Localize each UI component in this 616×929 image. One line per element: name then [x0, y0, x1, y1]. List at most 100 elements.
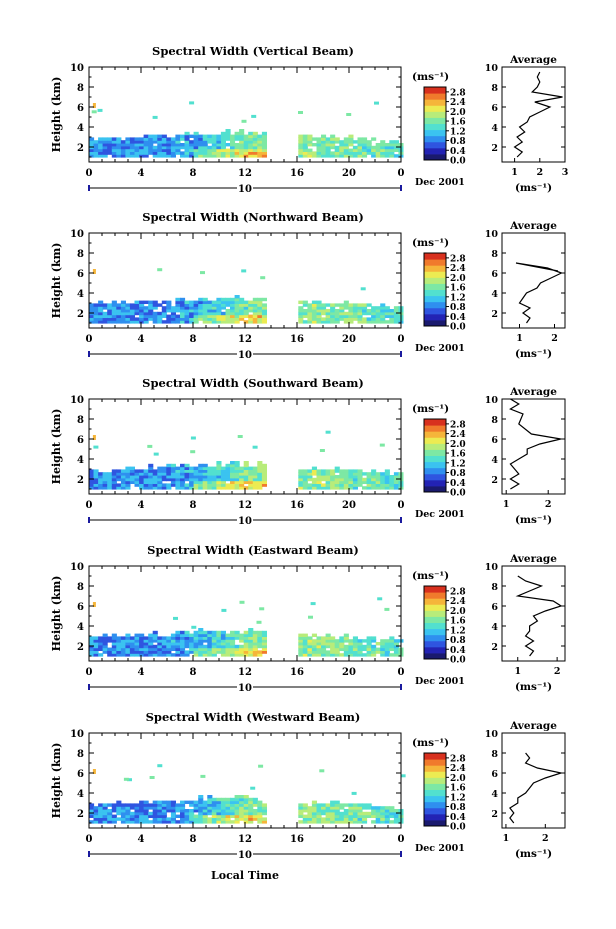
heatmap-cell [111, 642, 117, 646]
heatmap-cell [143, 145, 149, 150]
heatmap-cell [211, 811, 217, 816]
colorbar-segment [424, 598, 446, 602]
heatmap-cell [252, 636, 258, 640]
heatmap-cell [211, 145, 217, 150]
heatmap-cell [216, 317, 222, 321]
panel-title: Spectral Width (Southward Beam) [142, 376, 364, 390]
x-tick-label: 12 [238, 500, 252, 511]
heatmap-cell [202, 639, 208, 643]
heatmap-cell [180, 480, 186, 484]
x-tick-label: 4 [138, 834, 145, 845]
heatmap-cell [189, 154, 195, 158]
heatmap-cell [261, 633, 267, 637]
colorbar-segment [424, 443, 446, 447]
heatmap-cell [139, 800, 145, 804]
heatmap-cell [198, 486, 204, 490]
colorbar-segment [424, 105, 446, 109]
heatmap-cell [252, 317, 258, 321]
heatmap-cell [389, 314, 395, 318]
heatmap-cell [330, 472, 336, 476]
heatmap-cell [102, 140, 108, 144]
heatmap-cell [389, 647, 395, 651]
heatmap-cell [243, 642, 249, 646]
x-tick-label: 16 [290, 334, 304, 345]
colorbar-segment [424, 141, 446, 146]
heatmap-cell [202, 653, 208, 657]
heatmap-cell [239, 317, 245, 321]
heatmap-cell [166, 475, 172, 479]
colorbar-tick-label: 2.8 [450, 587, 466, 597]
heatmap-cell [261, 314, 267, 318]
heatmap-cell [220, 477, 226, 482]
heatmap-cell [330, 800, 336, 804]
heatmap-cell [139, 137, 145, 141]
heatmap-cell [166, 809, 172, 813]
colorbar-segment [424, 262, 446, 266]
heatmap-cell [189, 143, 195, 147]
heatmap-cell [375, 486, 381, 490]
heatmap-cell [252, 151, 258, 155]
heatmap-cell [307, 636, 313, 640]
heatmap-cell [134, 817, 140, 821]
heatmap-cell [170, 148, 176, 152]
heatmap-cell [180, 297, 186, 302]
heatmap-cell [261, 154, 267, 158]
heatmap-cell [170, 653, 176, 657]
heatmap-cell [225, 472, 231, 476]
heatmap-cell [239, 644, 245, 649]
heatmap-cell [107, 140, 113, 144]
heatmap-cell [193, 131, 199, 136]
heatmap-cell [311, 803, 317, 807]
heatmap-cell [125, 145, 131, 150]
heatmap-cell [362, 820, 368, 824]
heatmap-cell [211, 633, 217, 637]
heatmap-cell [257, 653, 263, 657]
heatmap-cell [343, 653, 349, 657]
heatmap-cell [111, 486, 117, 490]
heatmap-cell [139, 309, 145, 313]
heatmap-cell [120, 151, 126, 155]
heatmap-cell [339, 303, 345, 307]
heatmap-cell [120, 650, 126, 654]
heatmap-cell [157, 137, 163, 141]
heatmap-cell [316, 311, 322, 316]
x-tick-label: 12 [238, 334, 252, 345]
heatmap-cell [89, 636, 95, 640]
heatmap-cell [248, 303, 254, 307]
heatmap-cell [298, 309, 304, 313]
heatmap-cell [225, 309, 231, 313]
heatmap-cells [89, 101, 404, 158]
heatmap-cell [89, 650, 95, 654]
heatmap-cell [216, 311, 222, 316]
heatmap-cell [175, 297, 181, 302]
heatmap-cell [298, 140, 304, 144]
heatmap-cell [93, 820, 99, 824]
heatmap-cell [125, 486, 131, 490]
heatmap-cell [211, 469, 217, 473]
heatmap-cell [371, 806, 377, 810]
heatmap-cell [129, 650, 135, 654]
heatmap-cell [239, 151, 245, 155]
heatmap-cell [170, 636, 176, 640]
heatmap-cell [234, 297, 240, 302]
heatmap-cell [102, 317, 108, 321]
heatmap-cell [98, 303, 104, 307]
heatmap-cell [125, 811, 131, 816]
colorbar-tick-label: 2.8 [450, 754, 466, 764]
heatmap-cell [202, 311, 208, 316]
heatmap-cell [93, 653, 99, 657]
heatmap-cell [252, 303, 258, 307]
heatmap-cell [198, 636, 204, 640]
heatmap-cell [152, 817, 158, 821]
heatmap-cell [89, 809, 95, 813]
heatmap-cell [211, 140, 217, 144]
average-frame [501, 232, 566, 329]
heatmap-cell [98, 806, 104, 810]
heatmap-cell [261, 469, 267, 473]
heatmap-cell [234, 795, 240, 799]
heatmap-cell [393, 817, 399, 821]
heatmap-cell [180, 303, 186, 307]
heatmap-cell [384, 647, 390, 651]
heatmap-cell [307, 644, 313, 649]
